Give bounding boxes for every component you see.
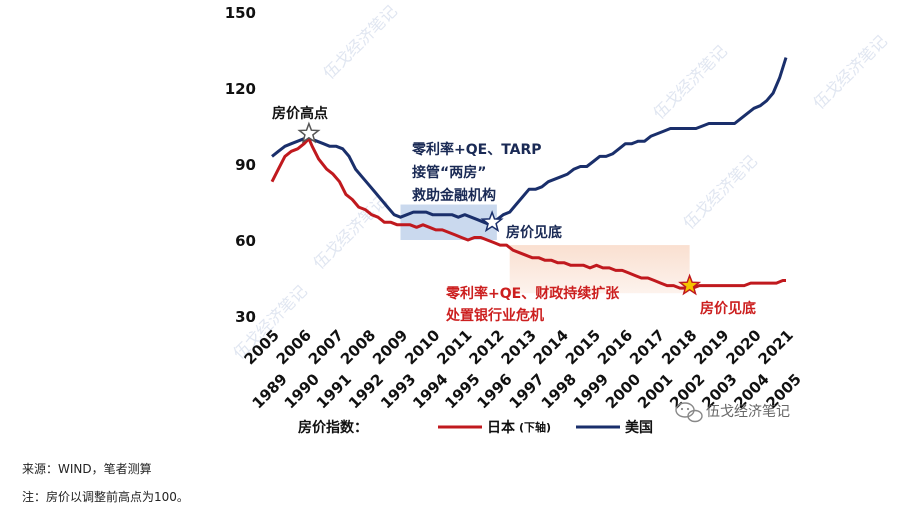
x-tick-label-bottom-5: 1994 <box>409 370 451 412</box>
legend-title: 房价指数： <box>298 419 368 436</box>
annotations: 房价高点 零利率+QE、TARP 接管“两房” 救助金融机构 房价见底 零利率+… <box>272 105 756 324</box>
watermark-text-3: 伍戈经济笔记 <box>679 152 760 233</box>
x-tick-label-top-14: 2019 <box>690 326 732 368</box>
watermark-text-1: 伍戈经济笔记 <box>649 42 730 123</box>
star-marker-2 <box>678 273 702 296</box>
peak-label: 房价高点 <box>272 105 328 122</box>
jp-policy-line-2: 处置银行业危机 <box>445 307 544 324</box>
watermark-text-5: 伍戈经济笔记 <box>809 32 890 113</box>
markers <box>297 121 702 296</box>
x-tick-label-top-6: 2011 <box>433 326 475 368</box>
x-tick-label-bottom-9: 1998 <box>538 370 580 412</box>
x-tick-label-bottom-12: 2001 <box>634 370 676 412</box>
legend-suffix-japan: (下轴) <box>519 420 551 434</box>
y-tick-label-3: 60 <box>235 232 256 250</box>
x-tick-label-top-10: 2015 <box>562 326 604 368</box>
wechat-watermark: 伍戈经济笔记 <box>675 402 790 423</box>
source-note: 来源：WIND，笔者测算 <box>22 462 152 476</box>
legend-label-japan: 日本 <box>487 419 516 436</box>
x-tick-label-top-2: 2007 <box>305 326 347 368</box>
y-axis: 150 120 90 60 30 <box>225 4 256 326</box>
x-tick-label-bottom-10: 1999 <box>570 370 612 412</box>
us-policy-line-1: 零利率+QE、TARP <box>411 141 542 158</box>
x-tick-label-top-7: 2012 <box>465 326 507 368</box>
x-tick-label-top-16: 2021 <box>755 326 797 368</box>
x-tick-label-top-8: 2013 <box>498 326 540 368</box>
x-tick-label-top-11: 2016 <box>594 326 636 368</box>
x-tick-label-bottom-13: 2002 <box>666 370 708 412</box>
series-lines <box>270 57 788 290</box>
watermark-text-0: 伍戈经济笔记 <box>319 2 400 83</box>
x-tick-label-bottom-4: 1993 <box>377 370 419 412</box>
shaded-regions <box>400 204 690 294</box>
x-tick-label-bottom-3: 1992 <box>345 370 387 412</box>
shaded-region-1 <box>509 245 690 294</box>
x-tick-label-bottom-1: 1990 <box>281 370 323 412</box>
x-tick-label-bottom-6: 1995 <box>441 370 483 412</box>
legend-label-us: 美国 <box>625 419 653 436</box>
x-axis: 2005200620072008200920102011201220132014… <box>241 326 805 412</box>
jp-policy-line-1: 零利率+QE、财政持续扩张 <box>445 285 620 302</box>
series-line-japan <box>270 137 786 290</box>
x-tick-label-bottom-2: 1991 <box>313 370 355 412</box>
x-tick-label-top-4: 2009 <box>369 326 411 368</box>
star-marker-1 <box>480 210 504 233</box>
jp-bottom-label: 房价见底 <box>700 300 756 317</box>
wechat-icon <box>675 402 703 423</box>
x-tick-label-bottom-7: 1996 <box>473 370 515 412</box>
x-tick-label-top-13: 2018 <box>658 326 700 368</box>
watermark-text-2: 伍戈经济笔记 <box>309 192 390 273</box>
x-tick-label-top-9: 2014 <box>530 326 572 368</box>
x-tick-label-top-1: 2006 <box>273 326 315 368</box>
us-bottom-label: 房价见底 <box>506 224 562 241</box>
x-tick-label-top-12: 2017 <box>626 326 668 368</box>
wechat-account-name: 伍戈经济笔记 <box>706 404 790 420</box>
us-policy-line-3: 救助金融机构 <box>412 187 496 204</box>
us-policy-line-2: 接管“两房” <box>412 164 486 181</box>
x-tick-label-bottom-0: 1989 <box>249 370 291 412</box>
star-marker-0 <box>297 121 321 144</box>
x-tick-label-bottom-8: 1997 <box>506 370 548 412</box>
legend: 房价指数： 日本 (下轴) 美国 <box>298 419 653 436</box>
y-tick-label-2: 90 <box>235 156 256 174</box>
y-tick-label-0: 150 <box>225 4 256 22</box>
footnote: 注：房价以调整前高点为100。 <box>22 490 189 504</box>
x-tick-label-top-3: 2008 <box>337 326 379 368</box>
y-tick-label-1: 120 <box>225 80 256 98</box>
series-line-us <box>271 57 788 227</box>
x-tick-label-top-15: 2020 <box>722 326 764 368</box>
x-tick-label-bottom-11: 2000 <box>602 370 644 412</box>
y-tick-label-4: 30 <box>235 308 256 326</box>
x-tick-label-top-5: 2010 <box>401 326 443 368</box>
